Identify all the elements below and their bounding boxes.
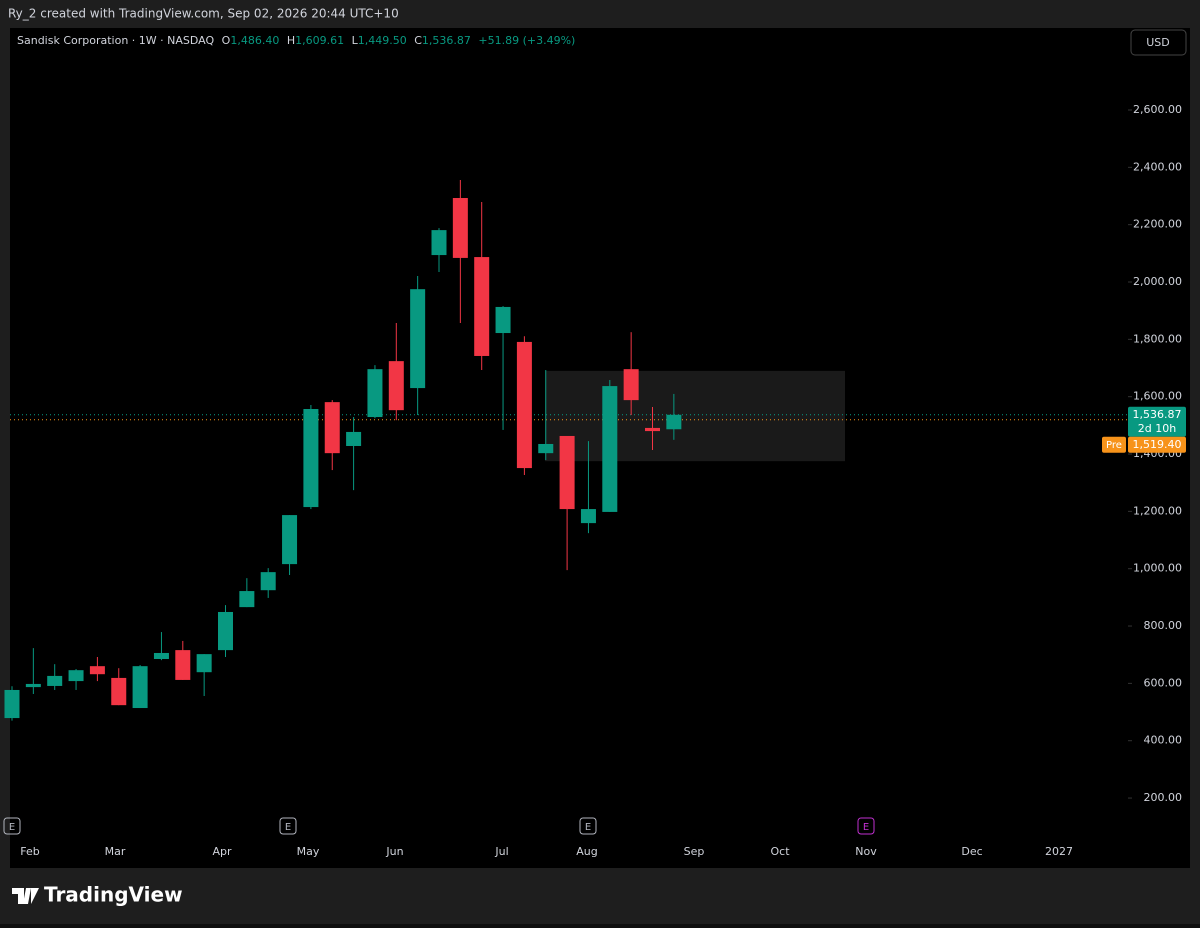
brand-logo xyxy=(12,888,39,904)
candle-body xyxy=(559,435,575,510)
x-tick-label: 2027 xyxy=(1045,845,1073,858)
x-tick-label: May xyxy=(297,845,320,858)
y-tick-label: 800.00 xyxy=(1144,619,1183,632)
l-value: 1,449.50 xyxy=(358,34,407,47)
candle-body xyxy=(623,369,639,401)
earnings-marker xyxy=(279,817,297,835)
y-tick-label: 400.00 xyxy=(1144,734,1183,747)
h-value: 1,609.61 xyxy=(295,34,344,47)
candle-body xyxy=(196,654,212,673)
candle-body xyxy=(495,306,511,334)
candle-body xyxy=(324,402,340,454)
y-tick-label: 2,400.00 xyxy=(1133,160,1182,173)
l-key: L xyxy=(352,34,359,47)
o-value: 1,486.40 xyxy=(230,34,279,47)
candle-body xyxy=(367,369,383,418)
candle-body xyxy=(260,572,276,591)
y-tick-label: 2,000.00 xyxy=(1133,275,1182,288)
x-tick-label: Apr xyxy=(212,845,232,858)
candle-body xyxy=(4,689,20,719)
brand-name: TradingView xyxy=(44,883,183,907)
h-key: H xyxy=(287,34,295,47)
brand: TradingView xyxy=(12,883,183,907)
candle-body xyxy=(303,409,319,508)
pre-tag: Pre xyxy=(1106,440,1122,451)
candle-body xyxy=(666,414,682,430)
candle-body xyxy=(410,289,426,389)
earnings-label: E xyxy=(9,822,15,833)
last-price-box xyxy=(1128,406,1186,437)
candle-body xyxy=(580,509,596,524)
earnings-label: E xyxy=(285,822,291,833)
candle-body xyxy=(602,386,618,512)
x-tick-label: Nov xyxy=(855,845,877,858)
zone xyxy=(545,370,845,462)
y-tick-label: 2,600.00 xyxy=(1133,103,1182,116)
x-tick-label: Jul xyxy=(494,845,508,858)
header: Sandisk Corporation · 1W · NASDAQ O1,486… xyxy=(17,34,575,47)
x-tick-label: Sep xyxy=(684,845,705,858)
pre-price-box xyxy=(1128,436,1186,453)
candle-body xyxy=(388,361,404,411)
earnings-label: E xyxy=(585,822,591,833)
change: +51.89 (+3.49%) xyxy=(478,34,575,47)
candle-body xyxy=(346,431,362,446)
plot-area xyxy=(10,28,1190,868)
earnings-label: E xyxy=(863,822,869,833)
candle-body xyxy=(47,675,63,686)
y-tick-label: 1,600.00 xyxy=(1133,390,1182,403)
c-value: 1,536.87 xyxy=(422,34,471,47)
candle-body xyxy=(175,650,191,680)
x-tick-label: Dec xyxy=(961,845,982,858)
x-tick-label: Jun xyxy=(385,845,403,858)
y-tick-label: 1,800.00 xyxy=(1133,332,1182,345)
top-bar-text: Ry_2 created with TradingView.com, Sep 0… xyxy=(8,7,399,21)
y-tick-label: 200.00 xyxy=(1144,791,1183,804)
x-tick-label: Oct xyxy=(770,845,790,858)
y-tick-label: 2,200.00 xyxy=(1133,218,1182,231)
y-tick-label: 1,200.00 xyxy=(1133,504,1182,517)
candle-body xyxy=(153,652,169,660)
candle-body xyxy=(89,666,105,675)
countdown-label: 2d 10h xyxy=(1138,422,1176,435)
earnings-marker xyxy=(857,817,875,835)
candle-body xyxy=(239,591,255,608)
candle-body xyxy=(111,677,127,706)
candle-body xyxy=(282,515,298,565)
candle-body xyxy=(516,341,532,469)
candle-body xyxy=(452,198,468,258)
x-tick-label: Mar xyxy=(105,845,126,858)
candle-body xyxy=(25,683,41,688)
candle-body xyxy=(538,443,554,454)
o-key: O xyxy=(222,34,231,47)
y-tick-label: 600.00 xyxy=(1144,676,1183,689)
currency-label: USD xyxy=(1146,36,1170,49)
candle-body xyxy=(68,670,84,682)
x-tick-label: Feb xyxy=(20,845,39,858)
pre-tag-box xyxy=(1102,436,1126,453)
candle-body xyxy=(132,666,148,709)
last-price-label: 1,536.87 xyxy=(1133,408,1182,421)
earnings-marker xyxy=(3,817,21,835)
candle-body xyxy=(431,230,447,256)
x-tick-label: Aug xyxy=(576,845,597,858)
y-tick-label: 1,000.00 xyxy=(1133,562,1182,575)
c-key: C xyxy=(414,34,422,47)
candle-body xyxy=(474,257,490,356)
symbol: Sandisk Corporation · 1W · NASDAQ xyxy=(17,34,215,47)
currency-button[interactable] xyxy=(1130,29,1187,56)
candle-body xyxy=(218,611,233,651)
earnings-marker xyxy=(579,817,597,835)
candle-body xyxy=(645,427,660,432)
pre-price-label: 1,519.40 xyxy=(1133,438,1182,451)
